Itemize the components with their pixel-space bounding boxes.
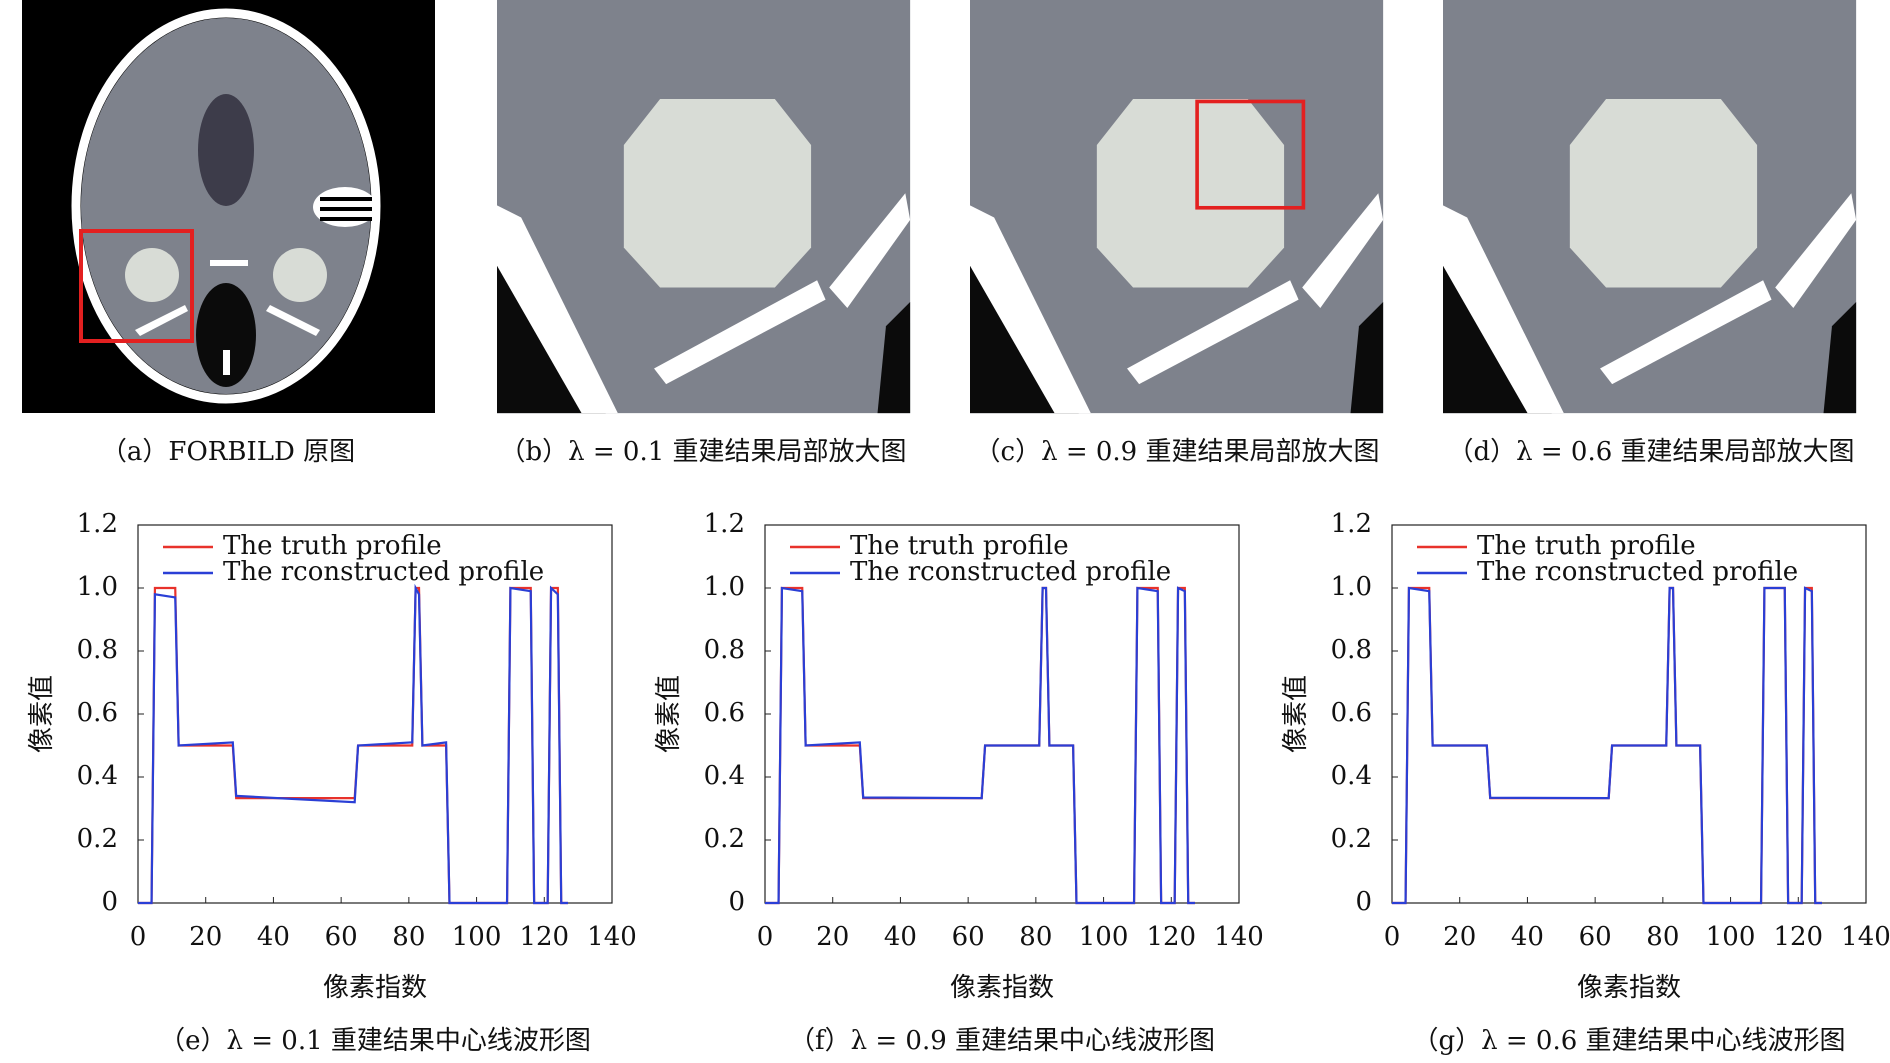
chart-caption: （e）λ = 0.1 重建结果中心线波形图	[159, 1026, 591, 1056]
y-tick-label: 0.8	[77, 635, 118, 665]
y-tick-label: 0.4	[1331, 761, 1372, 791]
x-tick-label: 40	[884, 922, 917, 952]
x-tick-label: 140	[1214, 922, 1264, 952]
x-tick-label: 120	[1773, 922, 1823, 952]
x-tick-label: 80	[1019, 922, 1052, 952]
x-tick-label: 140	[1841, 922, 1890, 952]
x-tick-label: 40	[257, 922, 290, 952]
y-tick-label: 1.0	[1331, 572, 1372, 602]
image-d	[1443, 0, 1857, 414]
chart-caption: （f）λ = 0.9 重建结果中心线波形图	[789, 1026, 1215, 1056]
x-tick-label: 120	[1146, 922, 1196, 952]
y-tick-label: 0	[101, 887, 118, 917]
legend-label: The rconstructed profile	[850, 557, 1171, 587]
x-tick-label: 0	[130, 922, 147, 952]
y-tick-label: 1.2	[704, 509, 745, 539]
image-c	[970, 0, 1384, 414]
y-tick-label: 0.8	[1331, 635, 1372, 665]
x-tick-label: 100	[452, 922, 502, 952]
legend-label: The truth profile	[223, 531, 442, 561]
y-tick-label: 1.2	[77, 509, 118, 539]
y-tick-label: 0.2	[77, 824, 118, 854]
image-caption: （d）λ = 0.6 重建结果局部放大图	[1447, 437, 1854, 467]
y-tick-label: 0.8	[704, 635, 745, 665]
x-tick-label: 100	[1706, 922, 1756, 952]
x-tick-label: 20	[189, 922, 222, 952]
series-line	[138, 586, 568, 905]
legend-label: The rconstructed profile	[223, 557, 544, 587]
x-tick-label: 100	[1079, 922, 1129, 952]
image-b	[497, 0, 911, 414]
x-tick-label: 0	[1384, 922, 1401, 952]
series-line	[765, 586, 1195, 905]
image-caption: （a）FORBILD 原图	[101, 437, 355, 467]
y-axis-label: 像素值	[1281, 675, 1311, 753]
image-a	[22, 0, 435, 413]
y-tick-label: 0	[1355, 887, 1372, 917]
series-line	[138, 583, 568, 905]
x-tick-label: 60	[952, 922, 985, 952]
x-axis-label: 像素指数	[1577, 973, 1681, 1003]
x-tick-label: 80	[1646, 922, 1679, 952]
x-axis-label: 像素指数	[950, 973, 1054, 1003]
y-tick-label: 0.6	[704, 698, 745, 728]
x-tick-label: 80	[392, 922, 425, 952]
x-tick-label: 140	[587, 922, 637, 952]
y-tick-label: 0.6	[77, 698, 118, 728]
legend-label: The rconstructed profile	[1477, 557, 1798, 587]
y-tick-label: 0.6	[1331, 698, 1372, 728]
y-tick-label: 1.0	[77, 572, 118, 602]
y-tick-label: 1.0	[704, 572, 745, 602]
y-tick-label: 0.2	[1331, 824, 1372, 854]
y-tick-label: 0.2	[704, 824, 745, 854]
x-tick-label: 20	[1443, 922, 1476, 952]
x-tick-label: 60	[325, 922, 358, 952]
y-tick-label: 0.4	[704, 761, 745, 791]
legend-label: The truth profile	[1477, 531, 1696, 561]
x-tick-label: 60	[1579, 922, 1612, 952]
x-axis-label: 像素指数	[323, 973, 427, 1003]
image-caption: （b）λ = 0.1 重建结果局部放大图	[499, 437, 906, 467]
series-line	[765, 586, 1195, 905]
y-axis-label: 像素值	[654, 675, 684, 753]
series-line	[1392, 586, 1822, 905]
x-tick-label: 20	[816, 922, 849, 952]
x-tick-label: 120	[519, 922, 569, 952]
y-tick-label: 1.2	[1331, 509, 1372, 539]
x-tick-label: 40	[1511, 922, 1544, 952]
y-axis-label: 像素值	[27, 675, 57, 753]
y-tick-label: 0.4	[77, 761, 118, 791]
x-tick-label: 0	[757, 922, 774, 952]
image-caption: （c）λ = 0.9 重建结果局部放大图	[975, 437, 1380, 467]
legend-label: The truth profile	[850, 531, 1069, 561]
y-tick-label: 0	[728, 887, 745, 917]
chart-caption: （g）λ = 0.6 重建结果中心线波形图	[1412, 1026, 1845, 1056]
